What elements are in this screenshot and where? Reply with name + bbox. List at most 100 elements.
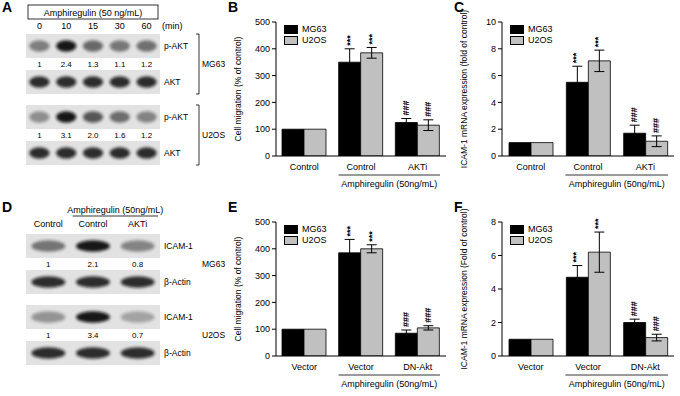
svg-text:β-Actin: β-Actin xyxy=(164,348,191,358)
html-text:D: D xyxy=(2,199,13,215)
svg-text:1.3: 1.3 xyxy=(87,60,99,69)
svg-text:***: *** xyxy=(367,33,377,44)
svg-text:200: 200 xyxy=(255,98,270,108)
svg-text:300: 300 xyxy=(255,71,270,81)
svg-text:0.7: 0.7 xyxy=(132,331,144,340)
svg-text:1: 1 xyxy=(37,131,42,140)
svg-text:Vector: Vector xyxy=(518,362,544,372)
svg-text:3.4: 3.4 xyxy=(87,331,99,340)
svg-text:ICAM-1 mRNA expression (fold o: ICAM-1 mRNA expression (fold of control) xyxy=(459,10,469,168)
svg-text:###: ### xyxy=(423,102,433,117)
svg-text:###: ### xyxy=(651,316,661,331)
svg-text:DN-Akt: DN-Akt xyxy=(631,362,660,372)
svg-text:8: 8 xyxy=(491,217,496,227)
svg-text:3.1: 3.1 xyxy=(61,131,73,140)
svg-text:Control: Control xyxy=(516,162,545,172)
svg-text:p-AKT: p-AKT xyxy=(164,112,188,122)
svg-text:β-Actin: β-Actin xyxy=(164,277,191,287)
svg-text:1: 1 xyxy=(46,331,51,340)
svg-text:ICAM-1 mRNA expression (Fold o: ICAM-1 mRNA expression (Fold of control) xyxy=(459,208,469,369)
svg-text:6: 6 xyxy=(491,71,496,81)
svg-text:###: ### xyxy=(423,308,433,323)
svg-text:***: *** xyxy=(345,225,355,236)
svg-text:ICAM-1: ICAM-1 xyxy=(164,312,193,322)
svg-text:Amphiregulin (50ng/mL): Amphiregulin (50ng/mL) xyxy=(341,179,437,189)
svg-text:Control: Control xyxy=(34,219,63,229)
svg-text:###: ### xyxy=(401,100,411,115)
svg-text:***: *** xyxy=(571,252,581,263)
html-text:A: A xyxy=(2,0,13,15)
svg-text:p-AKT: p-AKT xyxy=(164,41,188,51)
svg-text:Amphiregulin (50ng/mL): Amphiregulin (50ng/mL) xyxy=(341,379,437,389)
svg-text:0: 0 xyxy=(37,21,42,31)
svg-text:U2OS: U2OS xyxy=(202,130,225,140)
svg-text:6: 6 xyxy=(491,251,496,261)
svg-text:1.1: 1.1 xyxy=(114,60,126,69)
svg-text:60: 60 xyxy=(142,21,152,31)
svg-text:2.0: 2.0 xyxy=(87,131,99,140)
svg-text:30: 30 xyxy=(115,21,125,31)
svg-text:DN-Akt: DN-Akt xyxy=(403,362,432,372)
svg-text:MG63: MG63 xyxy=(202,259,225,269)
svg-text:0: 0 xyxy=(491,151,496,161)
svg-text:###: ### xyxy=(651,118,661,133)
svg-text:MG63: MG63 xyxy=(202,59,225,69)
svg-text:###: ### xyxy=(401,312,411,327)
svg-text:1.6: 1.6 xyxy=(114,131,126,140)
svg-text:400: 400 xyxy=(255,44,270,54)
svg-text:Vector: Vector xyxy=(575,362,601,372)
svg-text:0.8: 0.8 xyxy=(132,260,144,269)
svg-text:0: 0 xyxy=(491,351,496,361)
svg-text:Amphiregulin (50ng/mL): Amphiregulin (50ng/mL) xyxy=(67,205,163,215)
svg-text:***: *** xyxy=(367,231,377,242)
svg-text:2: 2 xyxy=(491,124,496,134)
svg-text:Cell migration (% of control): Cell migration (% of control) xyxy=(233,236,243,341)
svg-text:AKTi: AKTi xyxy=(128,219,147,229)
svg-text:Control: Control xyxy=(78,219,107,229)
svg-text:1.2: 1.2 xyxy=(141,60,153,69)
svg-text:Amphiregulin (50ng/mL): Amphiregulin (50ng/mL) xyxy=(569,379,665,389)
svg-text:4: 4 xyxy=(491,284,496,294)
svg-text:100: 100 xyxy=(255,124,270,134)
svg-text:4: 4 xyxy=(491,98,496,108)
svg-text:2.4: 2.4 xyxy=(61,60,73,69)
svg-text:0: 0 xyxy=(265,351,270,361)
svg-text:AKT: AKT xyxy=(164,148,181,158)
svg-text:(min): (min) xyxy=(162,21,183,31)
svg-text:***: *** xyxy=(345,35,355,46)
svg-text:AKTi: AKTi xyxy=(636,162,655,172)
svg-text:***: *** xyxy=(571,52,581,63)
svg-text:ICAM-1: ICAM-1 xyxy=(164,241,193,251)
svg-text:100: 100 xyxy=(255,324,270,334)
svg-text:10: 10 xyxy=(61,21,71,31)
svg-text:AKTi: AKTi xyxy=(408,162,427,172)
svg-text:AKT: AKT xyxy=(164,77,181,87)
svg-text:Vector: Vector xyxy=(348,362,374,372)
svg-text:Amphiregulin (50ng/mL): Amphiregulin (50ng/mL) xyxy=(569,179,665,189)
svg-text:0: 0 xyxy=(265,151,270,161)
svg-text:1: 1 xyxy=(46,260,51,269)
svg-text:500: 500 xyxy=(255,17,270,27)
svg-text:Control: Control xyxy=(346,162,375,172)
svg-text:Amphiregulin (50 ng/mL): Amphiregulin (50 ng/mL) xyxy=(44,8,143,18)
svg-text:###: ### xyxy=(629,301,639,316)
svg-text:Cell migration (% of control): Cell migration (% of control) xyxy=(233,36,243,141)
svg-text:2.1: 2.1 xyxy=(87,260,99,269)
svg-text:1: 1 xyxy=(37,60,42,69)
svg-text:U2OS: U2OS xyxy=(202,330,225,340)
svg-text:***: *** xyxy=(593,218,603,229)
svg-text:***: *** xyxy=(593,36,603,47)
svg-text:400: 400 xyxy=(255,244,270,254)
svg-text:10: 10 xyxy=(486,17,496,27)
svg-text:8: 8 xyxy=(491,44,496,54)
svg-text:2: 2 xyxy=(491,318,496,328)
svg-text:Control: Control xyxy=(290,162,319,172)
svg-text:15: 15 xyxy=(88,21,98,31)
svg-text:500: 500 xyxy=(255,217,270,227)
svg-text:300: 300 xyxy=(255,271,270,281)
svg-text:###: ### xyxy=(629,107,639,122)
svg-text:200: 200 xyxy=(255,298,270,308)
svg-text:Control: Control xyxy=(573,162,602,172)
svg-text:1.2: 1.2 xyxy=(141,131,153,140)
svg-text:Vector: Vector xyxy=(292,362,318,372)
